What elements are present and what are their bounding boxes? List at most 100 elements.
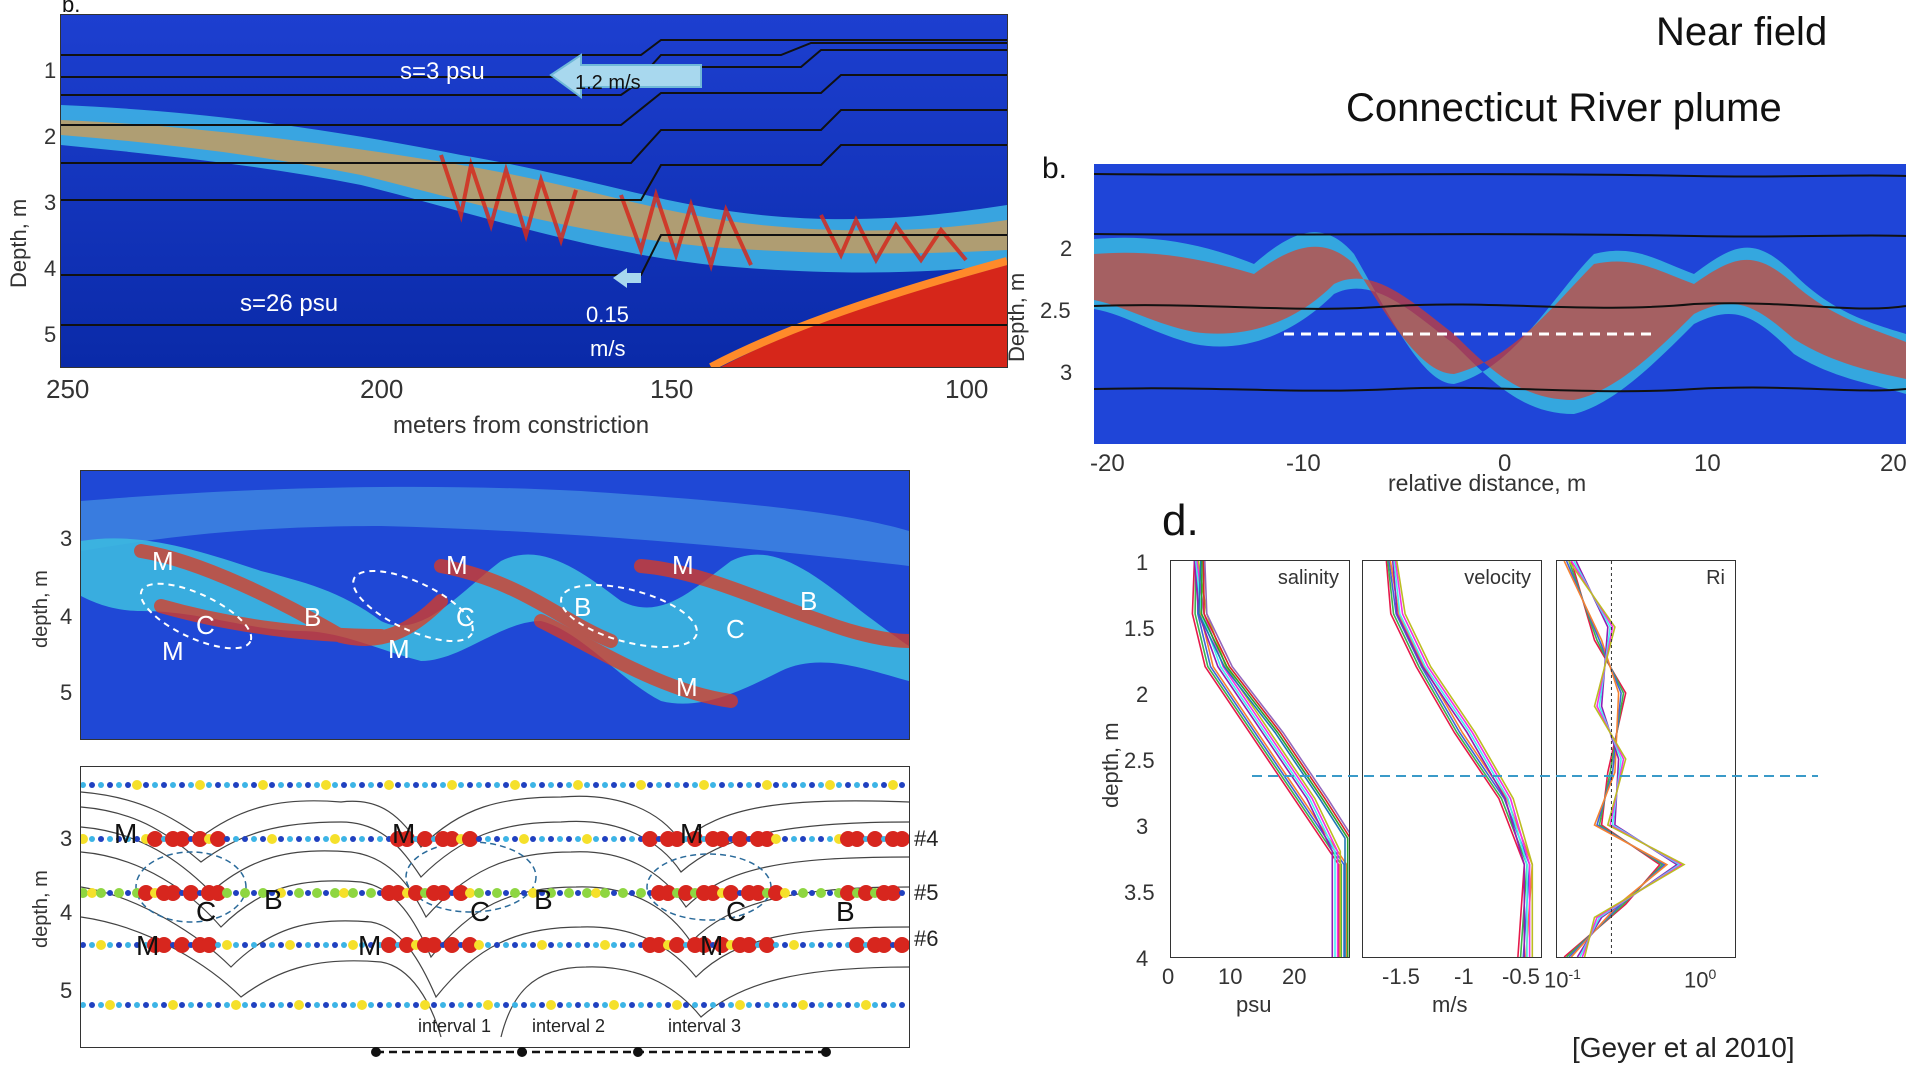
profile-line	[1204, 560, 1354, 957]
sal-x-tick-10: 10	[1218, 964, 1243, 989]
sample-dot	[485, 836, 491, 842]
bl-y-tick-3: 3	[60, 826, 73, 851]
profile-line	[1197, 560, 1346, 957]
bl-y-tick-4: 4	[60, 900, 73, 925]
sample-dot	[809, 890, 815, 896]
sample-dot	[683, 782, 689, 788]
velocity-plot	[1385, 560, 1534, 958]
middle-left-ylabel: depth, m	[30, 570, 52, 648]
sample-dot	[78, 888, 88, 898]
top-right-xlabel: relative distance, m	[1388, 470, 1587, 496]
profile-line	[1389, 560, 1534, 958]
sample-dot	[701, 1002, 707, 1008]
ri-x-tick-0-1-base: 10	[1544, 967, 1569, 993]
sample-dot	[233, 836, 239, 842]
sample-dot	[678, 885, 694, 901]
sample-dot	[96, 888, 106, 898]
sample-dot	[476, 782, 482, 788]
sample-dot	[530, 836, 536, 842]
sample-dot	[278, 1002, 284, 1008]
sample-dot	[503, 782, 509, 788]
y-tick-1: 1	[44, 58, 57, 83]
sample-dot	[98, 782, 104, 788]
sample-dot	[476, 1002, 482, 1008]
sample-dot	[548, 942, 554, 948]
mid-letter-m5: M	[672, 550, 694, 580]
line-label-5: #5	[914, 880, 939, 905]
sample-dot	[350, 836, 356, 842]
sample-dot	[240, 888, 250, 898]
sample-dot	[854, 782, 860, 788]
bottom-speed-label-1: 0.15	[586, 302, 629, 327]
sample-dot	[656, 782, 662, 788]
bl-letter-m4: M	[136, 930, 160, 961]
sample-dot	[125, 942, 131, 948]
sample-dot	[566, 942, 572, 948]
sample-dot	[314, 836, 320, 842]
sample-dot	[332, 782, 338, 788]
sample-dot	[836, 1002, 842, 1008]
sample-dot	[818, 1002, 824, 1008]
sample-dot	[647, 782, 653, 788]
sample-dot	[692, 1002, 698, 1008]
sample-dot	[368, 782, 374, 788]
mid-letter-m3: M	[388, 634, 410, 664]
sample-dot	[764, 1002, 770, 1008]
sample-dot	[143, 782, 149, 788]
sample-dot	[719, 1002, 725, 1008]
sample-dot	[258, 888, 268, 898]
sample-dot	[242, 942, 248, 948]
sample-dot	[557, 942, 563, 948]
sample-dot	[147, 831, 163, 847]
sample-dot	[381, 937, 397, 953]
sample-dot	[647, 1002, 653, 1008]
sample-dot	[87, 888, 97, 898]
sample-dot	[519, 834, 529, 844]
sample-dot	[305, 1002, 311, 1008]
sample-dot	[791, 782, 797, 788]
top-right-ylabel: Depth, m	[1004, 272, 1029, 362]
sample-dot	[465, 888, 475, 898]
sample-dot	[296, 836, 302, 842]
profile-line	[1388, 560, 1531, 958]
profile-line	[1392, 560, 1526, 957]
sample-dot	[417, 831, 433, 847]
profile-line	[1200, 560, 1349, 957]
sample-dot	[791, 836, 797, 842]
sample-dot	[174, 831, 190, 847]
sample-dot	[287, 890, 293, 896]
interval-timeline	[371, 1047, 831, 1057]
sample-dot	[179, 782, 185, 788]
profile-line	[1396, 560, 1534, 957]
sample-dot	[287, 1002, 293, 1008]
sample-dot	[386, 1002, 392, 1008]
ri-plot	[1563, 560, 1686, 958]
sample-dot	[759, 937, 775, 953]
sample-dot	[809, 836, 815, 842]
sample-dot	[782, 782, 788, 788]
sample-dot	[665, 1002, 671, 1008]
sample-dot	[539, 782, 545, 788]
profile-line	[1193, 560, 1334, 957]
sample-dot	[341, 942, 347, 948]
d-y-tick-4: 4	[1136, 946, 1149, 971]
sample-dot	[750, 885, 766, 901]
mid-y-tick-5: 5	[60, 680, 73, 705]
sample-dot	[116, 836, 122, 842]
sample-dot	[444, 831, 460, 847]
sample-dot	[642, 831, 658, 847]
bl-letter-c2: C	[470, 896, 491, 927]
sample-dot	[134, 836, 140, 842]
sample-dot	[798, 888, 808, 898]
sample-dot	[458, 782, 464, 788]
top-left-xlabel: meters from constriction	[393, 412, 650, 439]
bl-letter-c3: C	[726, 896, 747, 927]
bottom-left-ylabel: depth, m	[30, 870, 52, 948]
ri-x-tick-0-1-exp: -1	[1568, 966, 1581, 982]
sample-dot	[269, 1002, 275, 1008]
sample-dot	[669, 831, 685, 847]
sample-dot	[231, 1000, 241, 1010]
sample-dot	[233, 890, 239, 896]
sample-dot	[800, 942, 806, 948]
sample-dot	[503, 1002, 509, 1008]
